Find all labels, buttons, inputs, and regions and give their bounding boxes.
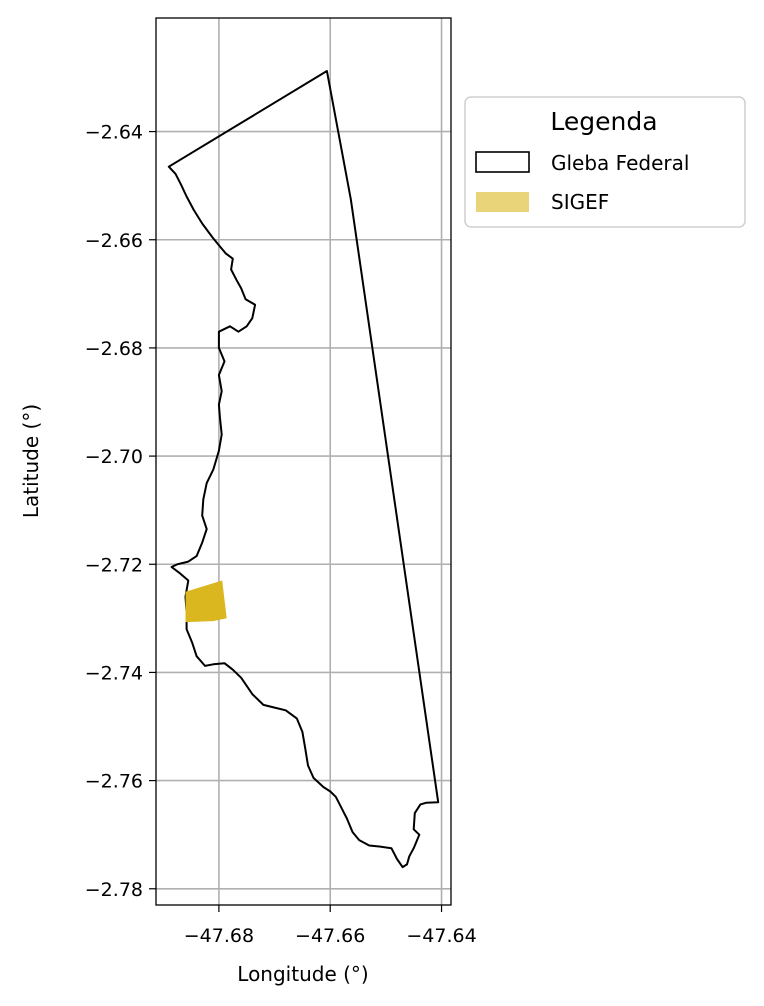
x-tick-label: −47.68: [184, 925, 254, 947]
map-polygons: [167, 70, 440, 869]
polygon-sigef: [185, 580, 227, 623]
y-tick-label: −2.76: [85, 771, 143, 793]
y-tick-label: −2.68: [85, 338, 143, 360]
legend-swatch-sigef: [476, 192, 529, 212]
map-grid: [156, 18, 451, 905]
y-tick-label: −2.70: [85, 446, 143, 468]
legend-box: [464, 96, 746, 228]
legend-label-gleba-federal: Gleba Federal: [551, 151, 689, 175]
map-frame: [155, 17, 452, 906]
y-axis-label: Latitude (°): [19, 404, 43, 518]
legend: Legenda Gleba Federal SIGEF: [464, 96, 746, 228]
axis-ticks: −47.68 −47.66 −47.64 −2.64 −2.66 −2.68 −2.70 −2…: [85, 122, 477, 947]
legend-swatch-gleba-federal: [475, 151, 530, 173]
y-tick-label: −2.64: [85, 122, 143, 144]
y-tick-label: −2.78: [85, 879, 143, 901]
y-tick-label: −2.74: [85, 662, 143, 684]
y-tick-label: −2.66: [85, 230, 143, 252]
x-axis-label: Longitude (°): [237, 962, 368, 986]
legend-label-sigef: SIGEF: [551, 190, 609, 214]
y-tick-label: −2.72: [85, 554, 143, 576]
x-tick-label: −47.64: [406, 925, 476, 947]
legend-title: Legenda: [550, 107, 657, 136]
x-tick-label: −47.66: [295, 925, 365, 947]
